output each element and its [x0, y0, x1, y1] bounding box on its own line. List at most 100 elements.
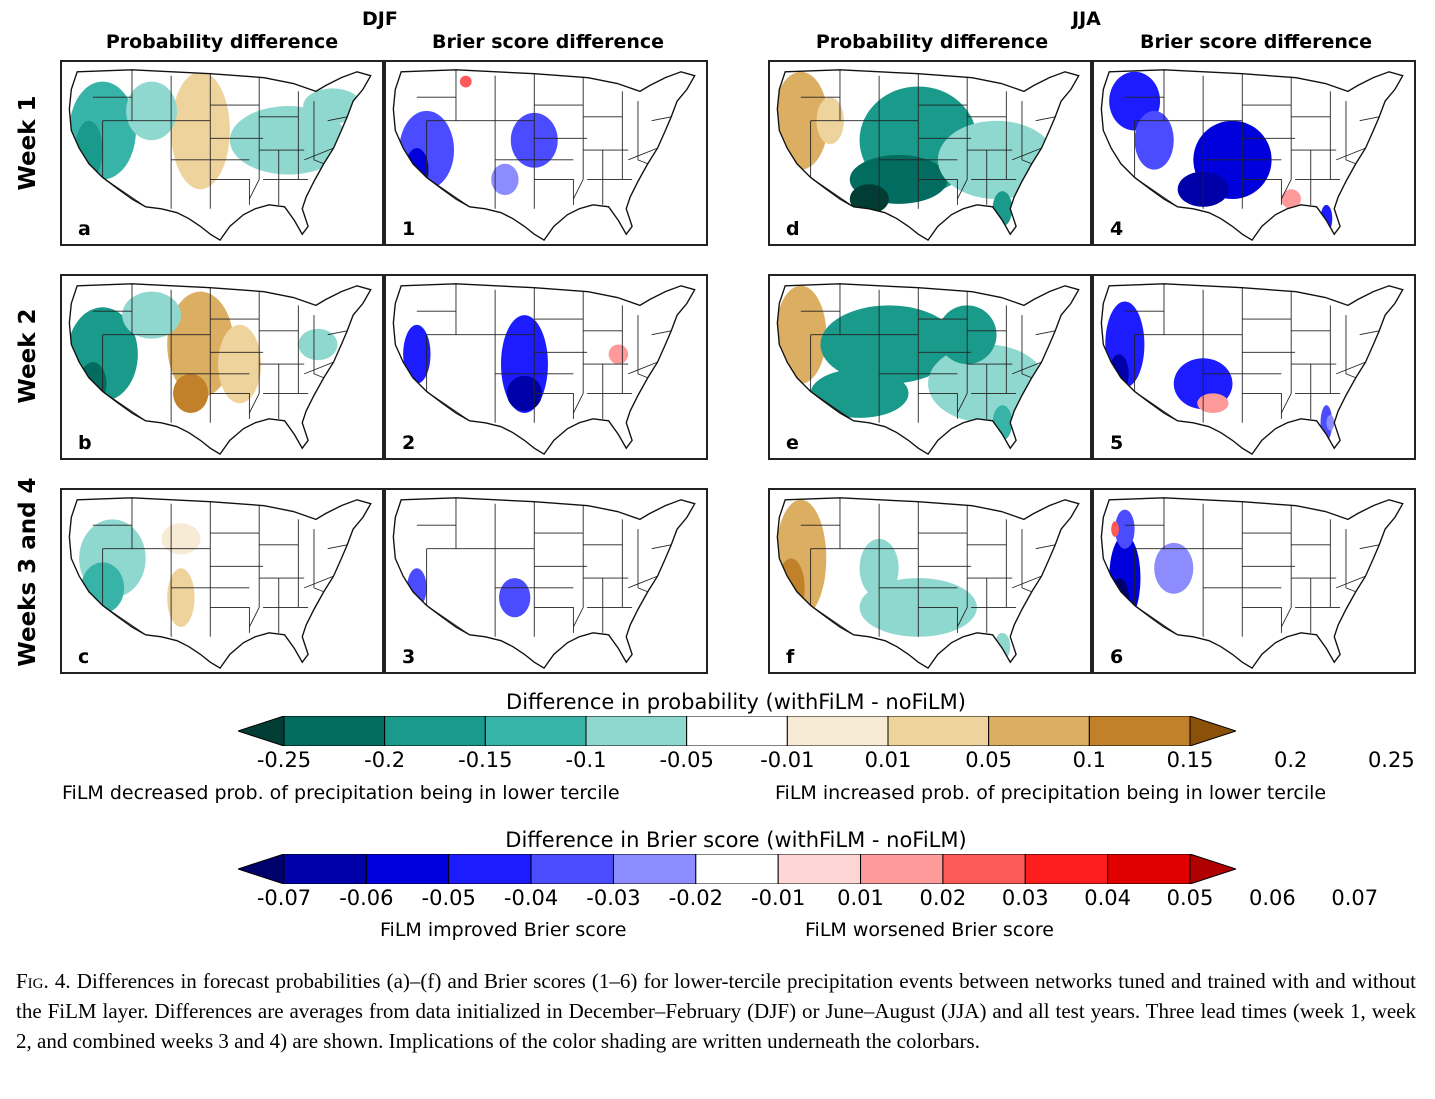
map-panel-djf-brier-row-3: 3 [384, 488, 708, 674]
colorbar-probability-left-note: FiLM decreased prob. of precipitation be… [62, 782, 620, 804]
colorbar-brier-title: Difference in Brier score (withFiLM - no… [505, 828, 967, 852]
state-border [1021, 529, 1032, 593]
state-border [1021, 101, 1032, 165]
shading-region [608, 428, 617, 449]
shading-region [1326, 414, 1335, 431]
brier-segment [530, 854, 614, 884]
brier-segment [942, 854, 1026, 884]
panel-label: a [78, 218, 91, 240]
state-border [1242, 606, 1282, 633]
brier-tick-label: 0.01 [837, 886, 884, 910]
prob-extend-min [238, 716, 285, 746]
state-border [918, 392, 958, 419]
shading-region [75, 120, 103, 180]
brier-segment [283, 854, 367, 884]
state-border [651, 116, 672, 122]
map-panel-jja-probability-row-1: d [768, 60, 1092, 246]
state-border [249, 77, 260, 200]
prob-tick-label: 0.25 [1367, 748, 1415, 772]
brier-segment [612, 854, 697, 884]
row-label-weeks-3-4: Weeks 3 and 4 [15, 477, 41, 667]
shading-region [777, 499, 827, 618]
shading-region [810, 368, 909, 418]
state-border [426, 497, 457, 550]
shading-region [1154, 542, 1194, 594]
shading-region [820, 305, 958, 384]
prob-tick-label: -0.15 [458, 748, 513, 772]
brier-extend-min [238, 854, 285, 884]
shading-region [298, 328, 338, 361]
state-border [304, 575, 334, 589]
map-e [776, 283, 1080, 455]
shading-region [777, 285, 827, 384]
colorbar-brier-left-note: FiLM improved Brier score [380, 919, 627, 941]
figure-caption-label: Fig. 4. [16, 969, 71, 993]
colorbar-brier [238, 854, 1236, 884]
prob-tick-label: -0.01 [760, 748, 815, 772]
map-panel-jja-brier-row-1: 4 [1092, 60, 1416, 246]
prob-segment [1088, 716, 1191, 746]
brier-tick-label: 0.06 [1248, 886, 1296, 910]
colorbar-probability-right-note: FiLM increased prob. of precipitation be… [775, 782, 1327, 804]
prob-tick-label: 0.05 [965, 748, 1013, 772]
country-outline [776, 497, 1080, 669]
state-border [1035, 544, 1056, 550]
panel-label: e [786, 432, 799, 454]
prob-tick-label: -0.1 [565, 748, 607, 772]
country-outline [1100, 283, 1404, 455]
prob-segment [887, 716, 990, 746]
brier-tick-label: -0.02 [668, 886, 723, 910]
state-border [304, 147, 334, 161]
state-border [426, 69, 457, 122]
shading-region [1281, 189, 1301, 209]
prob-tick-label: 0.15 [1166, 748, 1214, 772]
state-border [313, 101, 324, 165]
figure-caption: Fig. 4. Differences in forecast probabil… [16, 966, 1416, 1056]
state-border [1336, 147, 1366, 161]
map-3 [392, 497, 696, 669]
state-border [1359, 544, 1380, 550]
panel-label: f [786, 646, 795, 668]
brier-segment [365, 854, 450, 884]
state-border [1281, 77, 1292, 200]
panel-label: 1 [402, 218, 416, 240]
state-border [1242, 392, 1282, 419]
shading-region [777, 558, 805, 618]
brier-segment [1107, 854, 1191, 884]
state-border [210, 178, 250, 205]
map-panel-jja-probability-row-2: e [768, 274, 1092, 460]
state-border [131, 334, 172, 423]
map-panel-jja-brier-row-3: 6 [1092, 488, 1416, 674]
state-border [628, 575, 658, 589]
panel-label: 2 [402, 432, 416, 454]
state-border [1281, 505, 1292, 628]
shading-region [994, 632, 1011, 661]
state-border [1345, 529, 1356, 593]
map-d [776, 69, 1080, 241]
brier-tick-label: -0.01 [751, 886, 806, 910]
shading-region [403, 324, 431, 384]
panel-label: c [78, 646, 90, 668]
brier-segment [860, 854, 944, 884]
prob-tick-label: 0.2 [1273, 748, 1308, 772]
shading-region [126, 81, 177, 141]
brier-tick-label: -0.05 [421, 886, 476, 910]
state-border [637, 101, 648, 165]
prob-segment [283, 716, 386, 746]
prob-segment [988, 716, 1090, 746]
prob-segment [786, 716, 889, 746]
shading-region [405, 148, 429, 192]
state-border [957, 505, 968, 628]
country-outline [776, 69, 1080, 241]
shading-region [1111, 521, 1119, 537]
shading-region [122, 291, 181, 339]
colorbar-probability [238, 716, 1236, 746]
map-6 [1100, 497, 1404, 669]
map-panel-djf-probability-row-2: b [60, 274, 384, 460]
state-border [1012, 575, 1042, 589]
country-outline [1100, 497, 1404, 669]
state-border [637, 315, 648, 379]
shading-region [1197, 393, 1229, 413]
shading-region [499, 578, 531, 618]
state-border [1134, 497, 1165, 550]
